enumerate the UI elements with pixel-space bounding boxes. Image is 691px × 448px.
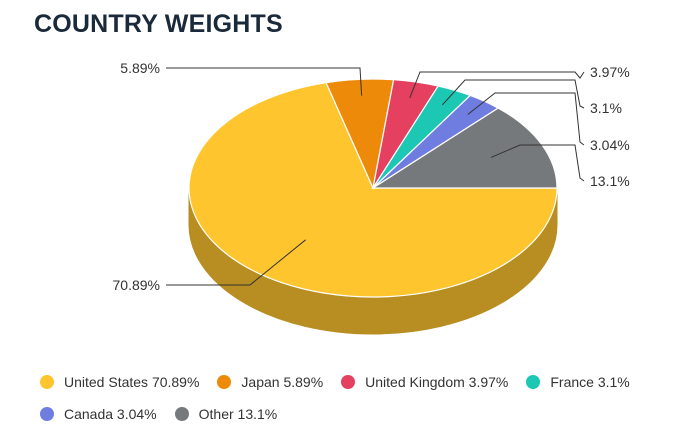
data-label-canada: 3.04% — [590, 137, 630, 153]
data-label-other: 13.1% — [590, 173, 630, 189]
legend-swatch-japan — [217, 375, 232, 389]
data-label-united-states: 70.89% — [113, 277, 160, 293]
legend-item-japan[interactable]: Japan 5.89% — [217, 374, 323, 390]
pie-chart: 70.89% 5.89% 3.97% 3.1% 3.04% 13.1% — [113, 60, 630, 335]
leader-line-japan — [166, 67, 363, 96]
legend-label-other: Other 13.1% — [198, 406, 278, 422]
legend-item-other[interactable]: Other 13.1% — [174, 406, 278, 422]
legend-item-france[interactable]: France 3.1% — [526, 374, 630, 390]
pie-slice-other — [370, 107, 558, 189]
legend-label-united-states: United States 70.89% — [64, 374, 200, 390]
leader-line-canada — [467, 92, 585, 146]
leader-line-other — [490, 144, 585, 182]
legend-label-france: France 3.1% — [550, 374, 630, 390]
legend-swatch-france — [526, 375, 541, 389]
legend: United States 70.89% Japan 5.89% United … — [40, 372, 680, 436]
legend-swatch-canada — [40, 407, 54, 421]
leader-line-united-states — [166, 239, 306, 286]
legend-row-2: Canada 3.04% Other 13.1% — [40, 404, 680, 424]
legend-label-united-kingdom: United Kingdom 3.97% — [365, 374, 509, 390]
data-label-united-kingdom: 3.97% — [590, 64, 630, 80]
legend-row-1: United States 70.89% Japan 5.89% United … — [40, 372, 680, 392]
legend-label-canada: Canada 3.04% — [64, 406, 157, 422]
data-label-japan: 5.89% — [120, 60, 160, 76]
leader-line-france — [441, 79, 585, 109]
legend-swatch-other — [174, 407, 189, 421]
leader-line-united-kingdom — [409, 71, 585, 99]
chart-title: COUNTRY WEIGHTS — [34, 10, 283, 38]
pie-slice-united-states — [188, 81, 558, 298]
legend-swatch-united-kingdom — [341, 375, 356, 389]
legend-item-united-states[interactable]: United States 70.89% — [40, 374, 199, 390]
legend-item-canada[interactable]: Canada 3.04% — [40, 406, 157, 422]
legend-swatch-united-states — [40, 375, 54, 389]
legend-item-united-kingdom[interactable]: United Kingdom 3.97% — [341, 374, 508, 390]
legend-label-japan: Japan 5.89% — [241, 374, 324, 390]
data-label-france: 3.1% — [590, 100, 622, 116]
